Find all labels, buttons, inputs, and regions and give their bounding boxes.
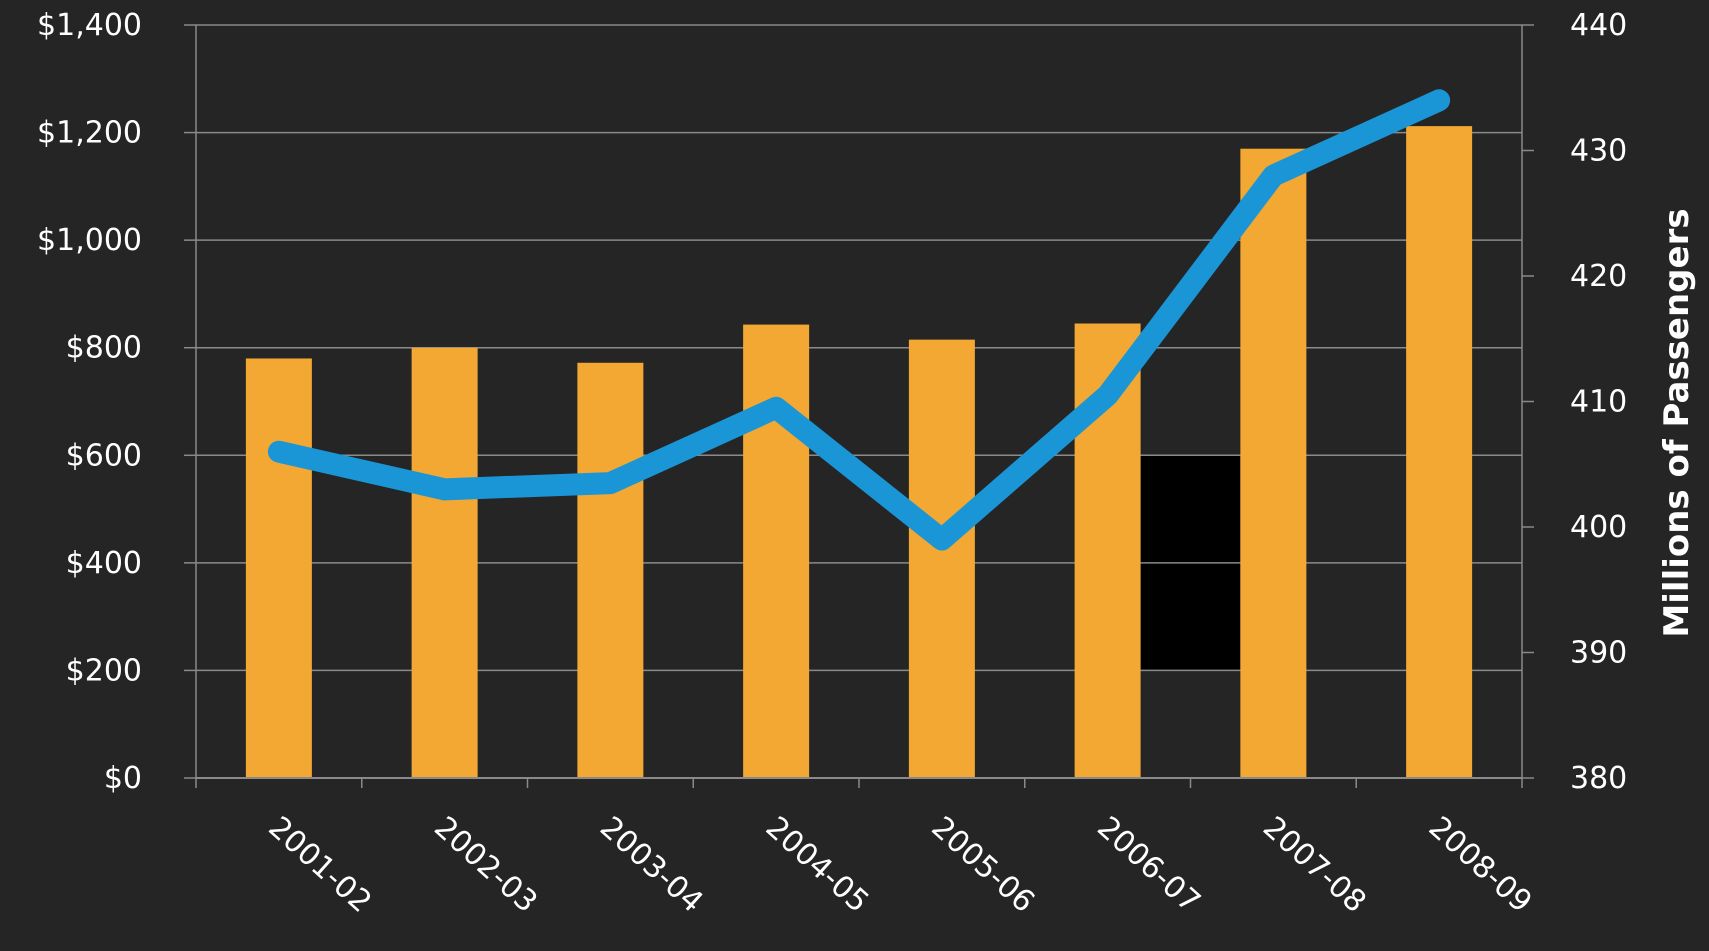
passenger-line — [267, 89, 1451, 551]
axes — [195, 25, 1523, 788]
right-tick-label: 390 — [1570, 636, 1627, 671]
bar — [743, 324, 810, 778]
left-tick-label: $400 — [66, 546, 142, 581]
left-tick-label: $600 — [66, 438, 142, 473]
bar — [411, 347, 478, 778]
bar — [1240, 148, 1307, 778]
bar — [245, 358, 312, 778]
right-tick-label: 440 — [1570, 8, 1627, 43]
left-tick-label: $1,000 — [37, 223, 142, 258]
right-tick-label: 430 — [1570, 134, 1627, 169]
left-tick-label: $0 — [104, 761, 142, 796]
left-tick-label: $800 — [66, 331, 142, 366]
left-axis-ticks: $0 $200 $400 $600 $800 $1,000 $1,200 $1,400 — [37, 8, 142, 796]
series-line — [267, 89, 1451, 551]
right-axis-label: Millions of Passengers — [1657, 208, 1697, 637]
left-tick-label: $200 — [66, 653, 142, 688]
left-tick-label: $1,400 — [37, 8, 142, 43]
right-tick-label: 410 — [1570, 385, 1627, 420]
bar — [577, 362, 644, 778]
right-tick-label: 400 — [1570, 510, 1627, 545]
bar — [908, 339, 975, 778]
bars — [245, 126, 1473, 779]
bar — [1406, 126, 1473, 779]
left-tick-label: $1,200 — [37, 116, 142, 151]
right-tick-label: 380 — [1570, 761, 1627, 796]
right-tick-label: 420 — [1570, 259, 1627, 294]
right-axis-ticks: 380 390 400 410 420 430 440 — [1570, 8, 1627, 796]
